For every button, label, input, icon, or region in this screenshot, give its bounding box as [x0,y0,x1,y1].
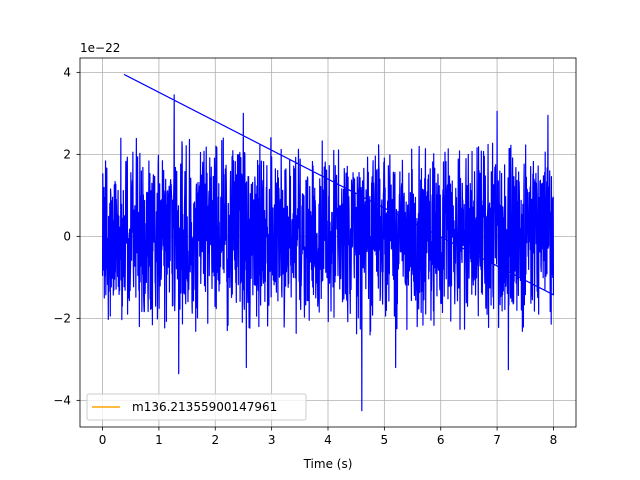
series-strain [101,73,555,412]
y-tick-label-3: 2 [63,147,71,161]
y-tick-label-2: 0 [63,229,71,243]
x-tick-label-0: 0 [99,433,107,447]
y-offset-label: 1e−22 [80,41,120,55]
x-tick-label-3: 3 [268,433,276,447]
x-tick-label-5: 5 [381,433,389,447]
legend-frame [86,393,307,421]
y-tick-label-1: −2 [53,311,71,325]
y-axis-ticks: −4 −2 0 2 4 [53,65,80,407]
x-tick-label-2: 2 [211,433,219,447]
y-tick-label-4: 4 [63,65,71,79]
x-tick-label-6: 6 [437,433,445,447]
x-tick-label-8: 8 [550,433,558,447]
x-axis-label: Time (s) [303,457,353,471]
y-tick-label-0: −4 [53,393,71,407]
x-tick-label-4: 4 [324,433,332,447]
legend: m136.21355900147961 [86,393,307,421]
x-tick-label-1: 1 [155,433,163,447]
series-line [101,73,555,412]
x-axis-ticks: 0 1 2 3 4 5 6 7 8 [99,427,558,447]
x-tick-label-7: 7 [493,433,501,447]
legend-label: m136.21355900147961 [132,400,277,414]
